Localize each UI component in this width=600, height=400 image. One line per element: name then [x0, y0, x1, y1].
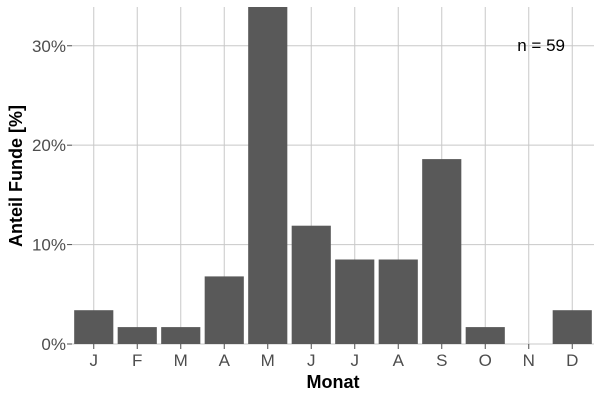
x-tick-label: F	[132, 351, 142, 370]
y-axis: 0% 10% 20% 30%	[32, 37, 72, 354]
y-axis-title: Anteil Funde [%]	[6, 105, 26, 247]
x-tick-label: S	[436, 351, 447, 370]
bar-1	[74, 310, 114, 344]
bar-5	[248, 7, 288, 344]
x-tick-label: O	[479, 351, 492, 370]
sample-size-annotation: n = 59	[517, 36, 565, 55]
bar-7	[335, 259, 375, 344]
y-tick-label: 20%	[32, 136, 66, 155]
x-tick-label: M	[261, 351, 275, 370]
bar-6	[291, 225, 331, 344]
bar-2	[117, 327, 157, 344]
y-tick-label: 30%	[32, 37, 66, 56]
y-tick-label: 10%	[32, 236, 66, 255]
x-tick-label: A	[393, 351, 405, 370]
x-tick-label: N	[523, 351, 535, 370]
x-tick-label: J	[90, 351, 99, 370]
bar-4	[204, 276, 244, 344]
x-axis-title: Monat	[307, 372, 360, 392]
x-tick-label: M	[174, 351, 188, 370]
bar-10	[465, 327, 505, 344]
bar-9	[422, 159, 462, 344]
grid	[72, 7, 594, 345]
x-tick-label: J	[307, 351, 316, 370]
bars	[74, 7, 592, 344]
bar-12	[552, 310, 592, 344]
bar-8	[378, 259, 418, 344]
x-tick-label: A	[219, 351, 231, 370]
bar-3	[161, 327, 201, 344]
x-tick-label: J	[351, 351, 360, 370]
x-tick-label: D	[566, 351, 578, 370]
y-tick-label: 0%	[41, 335, 66, 354]
